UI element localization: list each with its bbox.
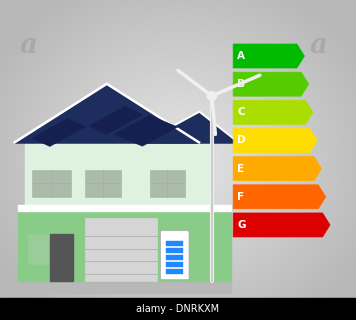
Circle shape [207, 92, 216, 100]
Bar [166, 248, 183, 253]
Bar [150, 170, 185, 197]
Text: alamy - DNRKXM: alamy - DNRKXM [136, 304, 220, 314]
Bar [166, 269, 183, 274]
FancyBboxPatch shape [161, 231, 189, 280]
Text: D: D [237, 135, 246, 146]
Text: a: a [310, 32, 328, 59]
Bar [28, 234, 68, 264]
Polygon shape [233, 100, 313, 124]
Polygon shape [233, 44, 304, 68]
Bar [25, 143, 210, 209]
Text: G: G [237, 220, 246, 230]
Polygon shape [233, 185, 326, 209]
Bar [11, 281, 231, 293]
Polygon shape [233, 129, 317, 153]
Bar [18, 205, 231, 211]
Text: a: a [20, 32, 38, 59]
Polygon shape [233, 72, 309, 96]
Text: B: B [237, 79, 245, 89]
Polygon shape [233, 157, 321, 180]
Bar [85, 170, 121, 197]
Bar [85, 218, 157, 281]
Text: A: A [237, 51, 245, 61]
Polygon shape [89, 106, 142, 134]
Text: E: E [237, 164, 245, 174]
Text: F: F [237, 192, 245, 202]
Polygon shape [142, 113, 239, 143]
Bar [0, 298, 356, 320]
Bar [166, 241, 183, 246]
Text: C: C [237, 107, 245, 117]
Bar [50, 234, 73, 281]
Bar [18, 209, 231, 281]
Polygon shape [32, 118, 85, 147]
Bar [166, 255, 183, 260]
Bar [166, 262, 183, 267]
Polygon shape [114, 115, 178, 146]
Polygon shape [233, 213, 330, 237]
Polygon shape [14, 85, 199, 143]
Bar [32, 170, 71, 197]
